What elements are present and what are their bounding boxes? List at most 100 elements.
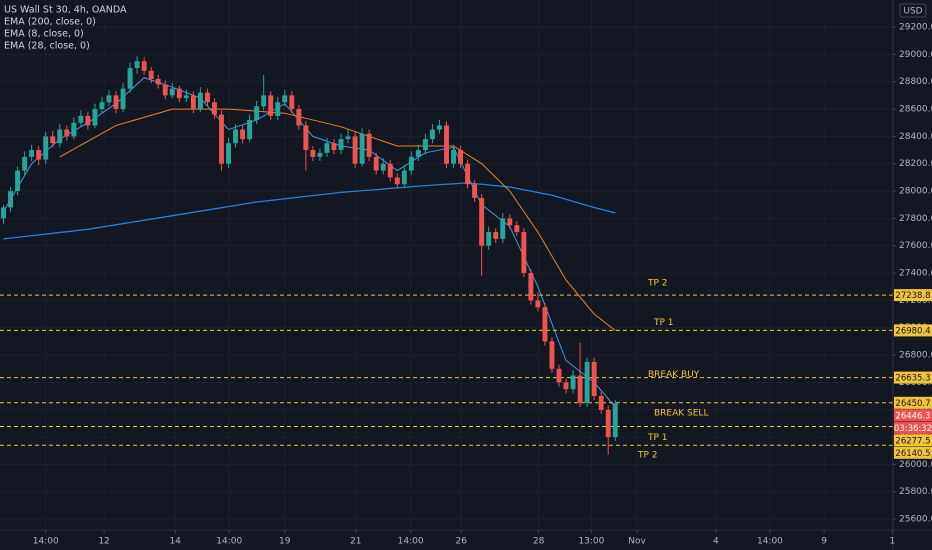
candle-body (408, 156, 414, 171)
candle-body (303, 125, 309, 151)
x-tick-label: 19 (279, 537, 291, 547)
candle-body (507, 218, 513, 226)
candle-body (458, 150, 464, 164)
candle-body (261, 95, 267, 107)
level-label: BREAK BUY (648, 370, 700, 380)
candle-body (141, 61, 147, 71)
level-price-tag: 26980.4 (895, 326, 930, 336)
candle-body (155, 78, 161, 85)
candle-body (190, 95, 196, 110)
currency-box[interactable] (899, 3, 927, 18)
candle-body (331, 143, 337, 151)
candle-body (204, 92, 210, 103)
level-price-tag-bg (894, 289, 932, 302)
candle-body (71, 122, 77, 137)
current-price-tag-bg (894, 409, 932, 422)
candle-body (556, 368, 562, 383)
x-tick-label: 14:00 (33, 537, 59, 547)
y-tick-label: 25600.0 (899, 515, 932, 525)
candle-body (584, 361, 590, 403)
level-price-tag: 27238.8 (895, 291, 930, 301)
candle-body (528, 273, 534, 301)
candle-body (451, 150, 456, 164)
candle-body (176, 88, 182, 99)
candle-body (605, 409, 611, 438)
candle-body (226, 143, 231, 164)
candle-body (380, 163, 386, 171)
y-tick-label: 28400.0 (899, 132, 932, 142)
candle-body (465, 163, 471, 185)
y-tick-label: 29200.0 (899, 23, 932, 33)
y-tick-label: 26800.0 (899, 351, 932, 361)
legend-entry: EMA (200, close, 0) (4, 17, 96, 28)
candle-body (233, 129, 239, 144)
candle-body (415, 150, 421, 157)
candle-body (591, 361, 597, 397)
level-label: TP 2 (637, 451, 658, 461)
level-label: TP 1 (647, 433, 668, 443)
level-price-tag-bg (894, 396, 932, 409)
x-tick-label: 1 (889, 537, 895, 547)
level-price-tag-bg (894, 371, 932, 384)
candle-body (486, 232, 492, 246)
candle-body (500, 218, 506, 239)
candle-body (429, 129, 435, 140)
candle-body (444, 125, 449, 164)
ema-line (3, 77, 616, 408)
level-price-tag-bg (894, 324, 932, 337)
candle-body (22, 156, 28, 171)
candle-body (359, 133, 365, 164)
candle-body (134, 61, 140, 69)
x-tick-label: 21 (350, 537, 361, 547)
candle-body (197, 92, 203, 110)
candle-body (99, 102, 105, 110)
candle-body (254, 106, 260, 120)
y-tick-label: 28800.0 (899, 77, 932, 87)
candle-body (598, 396, 604, 410)
y-tick-label: 29000.0 (899, 50, 932, 60)
legend-entry: EMA (8, close, 0) (4, 29, 84, 40)
level-price-tag: 26635.3 (895, 374, 930, 384)
candle-body (113, 95, 119, 110)
candle-body (310, 150, 316, 157)
candle-body (296, 109, 302, 126)
candle-body (78, 115, 84, 123)
y-tick-label: 28000.0 (899, 187, 932, 197)
candle-body (85, 115, 91, 126)
y-tick-label: 28200.0 (899, 159, 932, 169)
candle-body (127, 68, 133, 89)
candle-body (437, 125, 442, 130)
level-price-tag-bg (894, 446, 932, 459)
candle-body (612, 403, 618, 438)
candle-body (240, 129, 246, 140)
level-label: BREAK SELL (654, 408, 708, 418)
currency[interactable]: USD (903, 7, 922, 17)
candle-body (183, 95, 189, 99)
candle-body (1, 207, 6, 219)
candle-body (50, 136, 56, 144)
x-tick-label: 14:00 (216, 537, 242, 547)
candle-body (120, 88, 126, 110)
candle-body (268, 95, 274, 116)
candle-body (493, 232, 499, 239)
candle-body (43, 136, 49, 160)
candle-body (373, 156, 379, 171)
candle-body (549, 341, 555, 369)
candle-body (275, 102, 281, 116)
candle-body (479, 197, 485, 246)
candle-body (219, 114, 224, 164)
candle-body (29, 150, 35, 157)
y-tick-label: 25800.0 (899, 487, 932, 497)
candle-body (401, 170, 407, 185)
candle-body (57, 129, 63, 144)
candle-body (387, 163, 393, 178)
level-price-tag-bg (894, 434, 932, 447)
candle-body (422, 139, 428, 151)
legend-entry: EMA (28, close, 0) (4, 41, 90, 52)
x-tick-label: 26 (456, 537, 468, 547)
candle-body (92, 109, 98, 126)
x-tick-label: 28 (533, 537, 545, 547)
level-label: TP 1 (653, 318, 674, 328)
candle-body (148, 70, 154, 79)
level-label: TP 2 (647, 279, 668, 289)
